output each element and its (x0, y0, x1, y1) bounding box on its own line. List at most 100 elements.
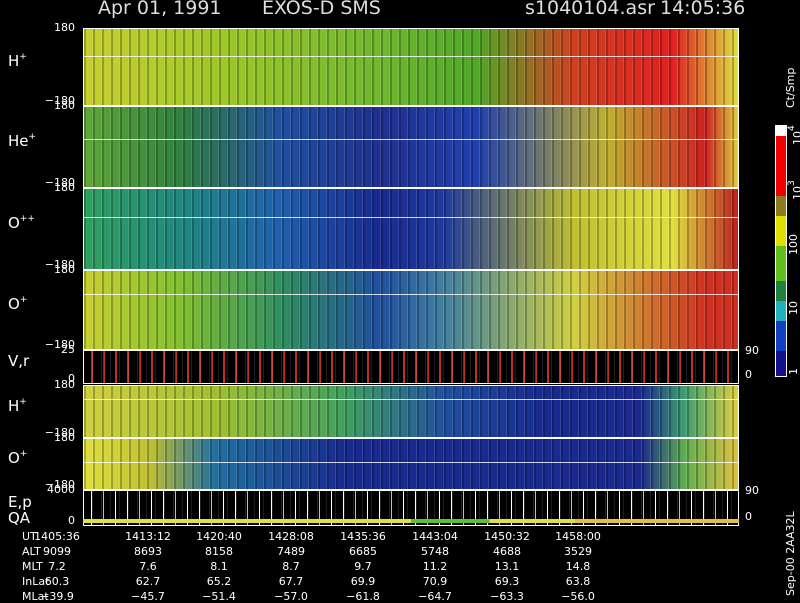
cell: 63.8 (565, 575, 591, 588)
qa-bar (83, 519, 739, 523)
panel-label: He+ (8, 132, 36, 150)
cell: 1420:40 (196, 530, 242, 543)
spectrogram-panel (83, 188, 739, 270)
cell: −57.0 (274, 590, 308, 603)
species: He (8, 132, 29, 150)
cell: 70.9 (422, 575, 448, 588)
cell: 62.7 (135, 575, 161, 588)
texture (84, 107, 738, 187)
cell: 8693 (134, 545, 162, 558)
panel-label-2: QA (8, 509, 31, 527)
panel-label: O+ (8, 449, 27, 467)
panel-label: O+ (8, 295, 27, 313)
footer: Sep-00 2AA32L (784, 511, 797, 596)
species: H (8, 396, 20, 415)
cell: 1443:04 (412, 530, 458, 543)
y-tick-top: 180 (54, 181, 75, 194)
cell: 8.1 (210, 560, 228, 573)
charge: + (19, 449, 28, 459)
cell: 1435:36 (340, 530, 386, 543)
y-tick-top: 25 (61, 343, 75, 356)
y-tick-bottom: 0 (68, 372, 75, 385)
tick-base: 10 (787, 301, 800, 315)
tick-base: 10 (791, 131, 800, 145)
colorbar-tick: 104 (787, 125, 800, 145)
row-name: MLT (22, 560, 43, 573)
right-tick-bottom: 0 (745, 510, 752, 523)
tick-base: 100 (787, 234, 800, 255)
panel-label: V,r (8, 352, 29, 370)
cell: 6685 (349, 545, 377, 558)
colorbar (775, 125, 787, 377)
cell: 9.7 (354, 560, 372, 573)
species: H (8, 52, 20, 70)
colorbar-tick: 1 (787, 368, 800, 375)
cell: 3529 (564, 545, 592, 558)
row-name: UT (22, 530, 37, 543)
file: s1040104.asr (525, 0, 655, 19)
cell: 1413:12 (125, 530, 171, 543)
species: O (8, 295, 20, 313)
tick-exp: 4 (787, 125, 797, 131)
cell: 69.9 (350, 575, 376, 588)
cell: −39.9 (40, 590, 74, 603)
cell: 1458:00 (555, 530, 601, 543)
y-tick-top: 180 (54, 378, 75, 391)
texture (84, 189, 738, 269)
spectrogram-panel (83, 438, 739, 490)
spectrogram-panel (83, 385, 739, 438)
cell: 7489 (277, 545, 305, 558)
charge: ++ (19, 214, 35, 224)
panel-label: H+ (8, 52, 27, 70)
tick-exp: 3 (787, 180, 797, 186)
cell: 67.7 (278, 575, 304, 588)
charge: + (28, 132, 37, 142)
trace-line (84, 139, 738, 140)
spectrogram-panel (83, 270, 739, 350)
y-tick-bottom: 0 (68, 514, 75, 527)
species: O (8, 214, 20, 232)
trace-line (84, 294, 738, 295)
spectrogram-panel (83, 350, 739, 384)
right-tick-top: 90 (745, 484, 759, 497)
y-tick-bottom: −180 (44, 338, 75, 351)
y-tick-top: 4000 (47, 483, 75, 496)
panel-label: E,p (8, 493, 32, 511)
species: V,r (8, 352, 30, 370)
cell: 1428:08 (268, 530, 314, 543)
cell: −51.4 (202, 590, 236, 603)
right-tick-top: 90 (745, 344, 759, 357)
panel-label: H+ (8, 397, 27, 415)
texture (84, 439, 738, 489)
texture (84, 386, 738, 437)
cell: −63.3 (490, 590, 524, 603)
instrument: EXOS-D SMS (262, 0, 381, 19)
spectrogram-panel (83, 28, 739, 106)
row-name: InLat (22, 575, 50, 588)
colorbar-unit: Ct/Smp (784, 67, 797, 108)
y-tick-bottom: −180 (44, 426, 75, 439)
texture (84, 351, 738, 383)
species: E,p (8, 493, 32, 511)
y-tick-top: 180 (54, 21, 75, 34)
colorbar-tick: 103 (787, 180, 800, 200)
trace-line (84, 399, 738, 400)
cell: 13.1 (494, 560, 520, 573)
y-tick-bottom: −180 (44, 478, 75, 491)
cell: 14.8 (565, 560, 591, 573)
colorbar-tick: 10 (787, 301, 800, 315)
y-tick-top: 180 (54, 99, 75, 112)
time: 14:05:36 (660, 0, 746, 19)
y-tick-top: 180 (54, 263, 75, 276)
right-tick-bottom: 0 (745, 368, 752, 381)
cell: 7.6 (139, 560, 157, 573)
trace-line (84, 56, 738, 57)
cell: 11.2 (422, 560, 448, 573)
y-tick-bottom: −180 (44, 258, 75, 271)
y-tick-bottom: −180 (44, 94, 75, 107)
cell: −61.8 (346, 590, 380, 603)
y-tick-bottom: −180 (44, 176, 75, 189)
cell: −45.7 (131, 590, 165, 603)
trace-line (84, 217, 738, 218)
charge: + (19, 396, 27, 407)
